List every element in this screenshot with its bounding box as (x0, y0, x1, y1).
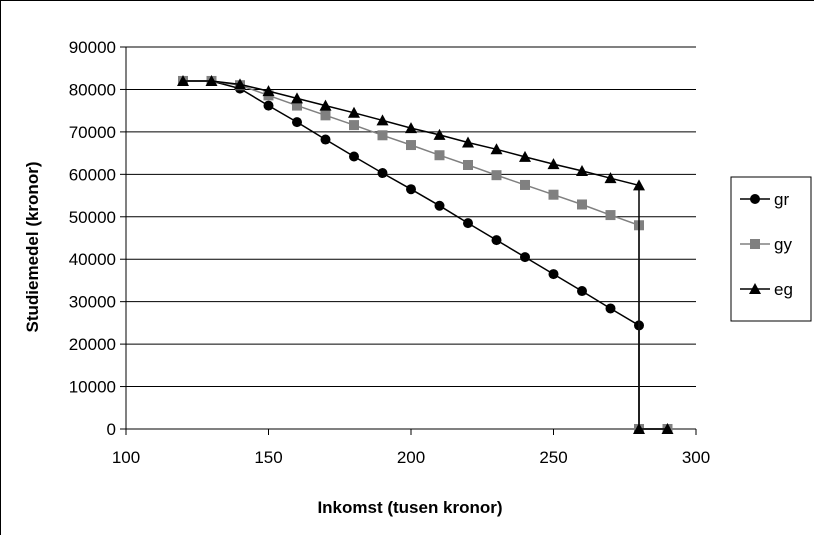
plot-series (177, 74, 674, 434)
legend-label-eg: eg (774, 280, 793, 299)
data-point-eg (177, 74, 189, 86)
y-tick-label: 0 (107, 420, 116, 439)
data-point-eg (604, 172, 617, 184)
legend: gr gy eg (730, 176, 812, 322)
data-point-gr (377, 168, 388, 179)
x-tick-label: 150 (254, 448, 282, 467)
data-point-gy (320, 110, 331, 121)
y-tick-label: 40000 (69, 250, 116, 269)
x-tick-labels: 100 150 200 250 300 (112, 448, 710, 467)
legend-marker-gy (750, 239, 760, 249)
data-point-eg (291, 92, 303, 104)
series-line-gr (183, 80, 668, 430)
data-point-gr (491, 235, 502, 246)
data-point-gr (349, 151, 359, 162)
data-point-eg (462, 136, 474, 148)
data-point-eg (405, 122, 417, 134)
data-point-gy (406, 140, 416, 151)
legend-marker-gr (750, 194, 760, 204)
x-tick-label: 100 (112, 448, 140, 467)
y-tick-label: 70000 (69, 123, 116, 142)
data-point-eg (348, 106, 360, 118)
y-tick-label: 10000 (69, 378, 116, 397)
data-point-eg (262, 85, 275, 97)
data-point-gr (434, 200, 445, 211)
data-point-eg (547, 158, 560, 170)
y-tick-label: 50000 (69, 208, 116, 227)
data-point-gy (577, 199, 587, 210)
data-point-gr (548, 269, 559, 280)
data-point-gy (520, 179, 530, 190)
y-tick-label: 90000 (69, 38, 116, 57)
data-point-gr (263, 100, 274, 111)
data-point-gy (434, 150, 445, 161)
data-point-eg (319, 99, 332, 111)
data-point-gr (605, 303, 616, 314)
data-point-gr (463, 218, 473, 229)
y-tick-label: 80000 (69, 80, 116, 99)
data-point-gr (320, 134, 331, 145)
data-point-gr (292, 117, 302, 128)
x-tick-label: 200 (397, 448, 425, 467)
series-gy (178, 75, 673, 434)
data-point-gr (577, 286, 587, 297)
x-axis-title: Inkomst (tusen kronor) (317, 498, 502, 517)
data-point-gy (491, 170, 502, 181)
y-tick-labels: 0 10000 20000 30000 40000 50000 60000 70000 8000… (69, 38, 116, 439)
data-point-gy (605, 210, 616, 221)
series-eg (177, 74, 674, 434)
data-point-eg (633, 423, 645, 434)
legend-marker-eg (749, 283, 761, 294)
data-point-eg (490, 143, 503, 155)
data-point-gr (520, 252, 530, 263)
legend-box (730, 176, 812, 322)
x-tick-label: 300 (682, 448, 710, 467)
axes (120, 46, 697, 435)
data-point-eg (661, 423, 674, 434)
gridlines (126, 46, 696, 388)
series-gr (178, 75, 673, 434)
data-point-gy (548, 189, 559, 200)
data-point-eg (433, 128, 446, 140)
data-point-gr (406, 184, 416, 195)
data-point-eg (205, 74, 218, 86)
legend-label-gr: gr (774, 190, 789, 209)
data-point-gy (377, 130, 388, 141)
data-point-gy (349, 120, 359, 131)
data-point-gy (292, 100, 302, 111)
y-tick-label: 30000 (69, 293, 116, 312)
series-line-gy (183, 80, 668, 430)
y-tick-label: 20000 (69, 335, 116, 354)
data-point-eg (576, 164, 588, 176)
series-line-eg (183, 80, 668, 430)
data-point-eg (633, 179, 645, 191)
legend-label-gy: gy (774, 235, 792, 254)
data-point-eg (376, 114, 389, 126)
data-point-eg (519, 150, 531, 162)
data-point-gy (463, 159, 473, 170)
x-tick-label: 250 (539, 448, 567, 467)
y-axis-title: Studiemedel (kronor) (23, 162, 42, 333)
data-point-eg (234, 78, 246, 90)
y-tick-label: 60000 (69, 165, 116, 184)
